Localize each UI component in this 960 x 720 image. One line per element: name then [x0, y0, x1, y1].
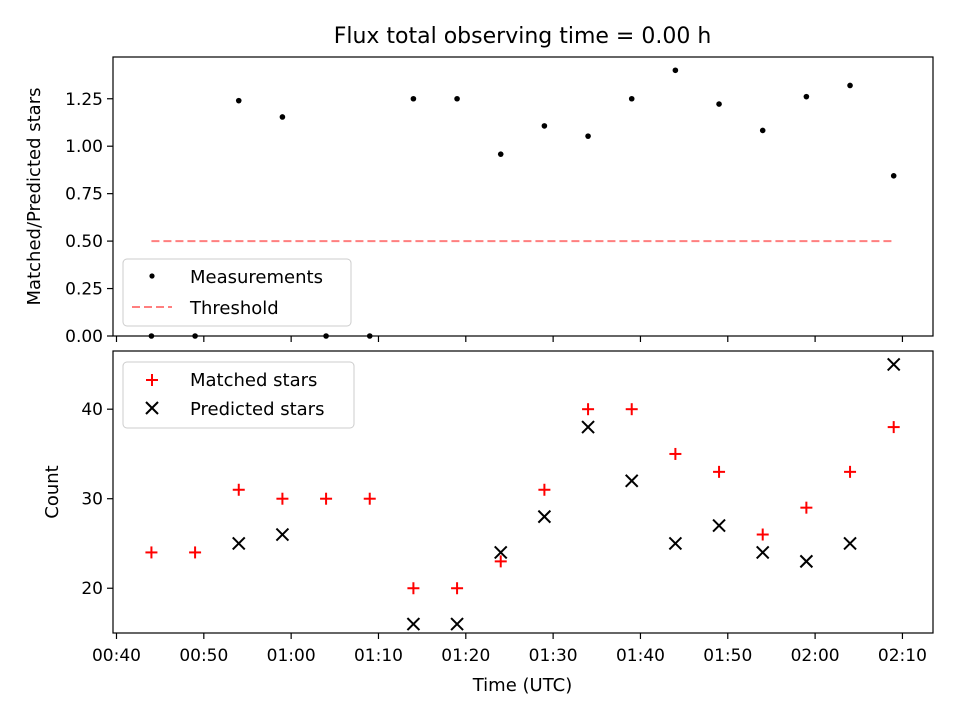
predicted-stars-point [843, 536, 857, 551]
top-panel: Matched/Predicted stars 0.00 0.25 0.50 0.75… [24, 56, 934, 347]
bottom-y-axis-label: Count [42, 465, 63, 518]
matched-stars-point [800, 501, 813, 514]
predicted-stars-point [275, 527, 290, 542]
predicted-stars-point [232, 536, 246, 551]
top-y-tick-label: 0.25 [65, 280, 103, 300]
x-tick-label: 01:40 [616, 646, 665, 666]
measurement-point [235, 97, 242, 104]
bottom-y-tick-label: 30 [81, 490, 103, 510]
matched-stars-point [276, 492, 289, 505]
bottom-legend: Matched stars Predicted stars [122, 361, 355, 429]
legend-predicted-marker [145, 401, 159, 415]
predicted-stars-point [581, 420, 595, 434]
legend-measurements-marker [149, 273, 155, 279]
measurement-point [890, 173, 897, 179]
matched-stars-point [494, 555, 507, 568]
predicted-stars-point [406, 617, 421, 631]
matched-stars-point [451, 582, 464, 595]
x-tick-label: 01:10 [354, 646, 403, 666]
matched-stars-point [232, 483, 245, 496]
matched-stars-point [538, 483, 551, 496]
bottom-y-tick-label: 20 [81, 579, 103, 599]
top-y-ticks: 0.00 0.25 0.50 0.75 1.00 1.25 [65, 90, 113, 347]
x-tick-label: 01:30 [529, 646, 578, 666]
chart-title: Flux total observing time = 0.00 h [334, 24, 712, 49]
matched-stars-point [713, 465, 726, 478]
matched-stars-point [582, 403, 595, 416]
bottom-x-ticks: 00:40 00:50 01:00 01:10 01:20 01:30 01:40 01:50… [92, 633, 927, 666]
bottom-legend-box [122, 361, 355, 429]
predicted-stars-point [625, 474, 639, 488]
top-y-tick-label: 1.00 [65, 137, 103, 157]
predicted-stars-point [450, 617, 464, 631]
x-axis-label: Time (UTC) [472, 675, 573, 696]
legend-matched-label: Matched stars [190, 370, 317, 391]
top-y-tick-label: 0.75 [65, 185, 103, 205]
matched-stars-point [669, 447, 682, 460]
predicted-stars-point [494, 545, 508, 560]
bottom-axes-frame [112, 350, 934, 634]
measurement-point [497, 151, 504, 157]
bottom-plot-marks [145, 357, 901, 631]
matched-stars-point [625, 403, 638, 416]
x-tick-label: 01:20 [441, 646, 490, 666]
measurement-point [759, 127, 766, 134]
matched-stars-point [363, 492, 376, 505]
predicted-stars-point [712, 518, 726, 533]
top-axes-frame [112, 56, 934, 337]
measurement-point [628, 95, 635, 102]
predicted-stars-point [756, 545, 770, 560]
matched-stars-point [407, 582, 420, 595]
x-tick-label: 02:10 [878, 646, 927, 666]
top-y-axis-label: Matched/Predicted stars [24, 88, 45, 306]
matched-stars-point [844, 465, 857, 478]
matched-stars-point [320, 492, 333, 505]
legend-measurements-label: Measurements [190, 267, 323, 288]
x-tick-label: 01:00 [267, 646, 316, 666]
legend-predicted-label: Predicted stars [190, 399, 324, 420]
measurement-point [585, 133, 591, 139]
measurement-point [410, 95, 417, 102]
matched-stars-point [756, 528, 769, 541]
measurement-point [847, 82, 853, 89]
x-tick-label: 00:40 [92, 646, 141, 666]
measurement-point [541, 123, 548, 129]
x-tick-label: 01:50 [703, 646, 752, 666]
measurement-point [279, 114, 286, 120]
predicted-stars-point [537, 509, 552, 524]
top-plot-marks [148, 67, 897, 339]
top-x-ticks [115, 336, 904, 342]
measurement-point [803, 93, 810, 100]
predicted-stars-point [668, 536, 683, 551]
x-tick-label: 02:00 [791, 646, 840, 666]
top-y-tick-label: 0.50 [65, 232, 103, 252]
legend-matched-marker [146, 374, 158, 386]
x-tick-label: 00:50 [179, 646, 228, 666]
matched-stars-point [189, 546, 202, 559]
legend-threshold-label: Threshold [189, 298, 279, 319]
measurement-point [454, 95, 460, 102]
top-y-tick-label: 1.25 [65, 90, 103, 110]
top-legend-box [122, 258, 352, 327]
predicted-stars-point [886, 357, 901, 372]
top-y-tick-label: 0.00 [65, 327, 103, 347]
measurement-point [672, 67, 679, 74]
predicted-stars-point [799, 554, 814, 569]
measurement-point [716, 101, 722, 107]
matched-stars-point [145, 546, 158, 559]
matched-stars-point [887, 421, 900, 434]
bottom-y-tick-label: 40 [81, 400, 103, 420]
bottom-y-ticks: 20 30 40 [81, 400, 113, 599]
top-legend: Measurements Threshold [122, 258, 352, 327]
